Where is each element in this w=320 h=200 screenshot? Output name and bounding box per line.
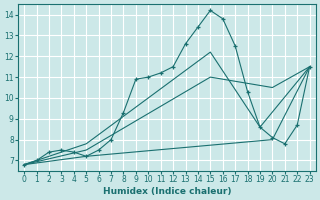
X-axis label: Humidex (Indice chaleur): Humidex (Indice chaleur) [103,187,231,196]
